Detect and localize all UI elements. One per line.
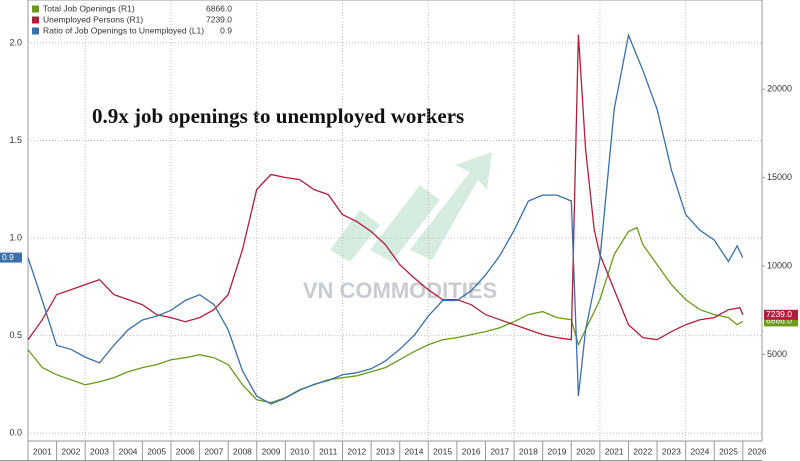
x-tick-label: 2017 bbox=[490, 446, 509, 456]
x-tick-label: 2008 bbox=[233, 446, 252, 456]
x-tick-label: 2026 bbox=[748, 446, 767, 456]
end-label-box bbox=[764, 316, 798, 327]
x-tick-label: 2020 bbox=[576, 446, 595, 456]
y2-tick-label: 10000 bbox=[767, 260, 792, 270]
legend-swatch bbox=[32, 5, 39, 13]
x-tick-label: 2023 bbox=[662, 446, 681, 456]
end-label-text: 0.9 bbox=[2, 252, 14, 262]
series-line bbox=[27, 32, 744, 405]
x-tick-label: 2024 bbox=[690, 446, 709, 456]
x-tick-label: 2012 bbox=[347, 446, 366, 456]
legend-swatch bbox=[32, 27, 39, 35]
end-label-box bbox=[0, 252, 22, 263]
watermark: VN COMMODITIES bbox=[303, 278, 497, 303]
plot-frame bbox=[27, 0, 763, 442]
legend-label: Ratio of Job Openings to Unemployed (L1) bbox=[43, 25, 204, 35]
x-tick-label: 2009 bbox=[262, 446, 281, 456]
y2-tick-label: 20000 bbox=[767, 84, 792, 94]
legend-swatch bbox=[32, 16, 39, 24]
legend-value: 0.9 bbox=[220, 25, 232, 35]
x-tick-label: 2005 bbox=[147, 446, 166, 456]
y2-tick-label: 15000 bbox=[767, 172, 792, 182]
y-tick-label: 2.0 bbox=[9, 37, 22, 47]
x-tick-label: 2001 bbox=[33, 446, 52, 456]
x-tick-label: 2015 bbox=[433, 446, 452, 456]
legend-value: 7239.0 bbox=[206, 14, 232, 24]
end-label-text: 7239.0 bbox=[766, 309, 792, 319]
x-tick-label: 2003 bbox=[90, 446, 109, 456]
legend-label: Unemployed Persons (R1) bbox=[43, 14, 143, 24]
y2-tick-label: 5000 bbox=[767, 349, 787, 359]
x-tick-label: 2007 bbox=[204, 446, 223, 456]
x-tick-label: 2016 bbox=[462, 446, 481, 456]
x-tick-label: 2013 bbox=[376, 446, 395, 456]
end-label: 6866.0 bbox=[764, 316, 798, 327]
x-tick-label: 2006 bbox=[176, 446, 195, 456]
x-tick-label: 2011 bbox=[319, 446, 338, 456]
series-line bbox=[27, 34, 744, 341]
x-tick-label: 2025 bbox=[719, 446, 738, 456]
annotation: 0.9x job openings to unemployed workers bbox=[92, 104, 464, 128]
x-tick-label: 2010 bbox=[290, 446, 309, 456]
x-tick-label: 2021 bbox=[605, 446, 624, 456]
y-tick-label: 0.0 bbox=[9, 428, 22, 438]
legend-label: Total Job Openings (R1) bbox=[43, 3, 135, 13]
x-tick-label: 2002 bbox=[61, 446, 80, 456]
x-tick-label: 2019 bbox=[548, 446, 567, 456]
y-tick-label: 1.5 bbox=[9, 135, 22, 145]
legend-value: 6866.0 bbox=[206, 3, 232, 13]
x-tick-label: 2018 bbox=[519, 446, 538, 456]
x-tick-label: 2004 bbox=[119, 446, 138, 456]
x-tick-label: 2022 bbox=[633, 446, 652, 456]
end-label: 0.9 bbox=[0, 252, 22, 263]
end-label-text: 6866.0 bbox=[766, 316, 792, 326]
series-line bbox=[27, 226, 744, 404]
x-tick-label: 2014 bbox=[405, 446, 424, 456]
y-tick-label: 0.5 bbox=[9, 330, 22, 340]
end-label: 7239.0 bbox=[764, 309, 798, 320]
legend: Total Job Openings (R1) 6866.0 Unemployed … bbox=[32, 3, 232, 35]
y-tick-label: 1.0 bbox=[9, 232, 22, 242]
end-label-box bbox=[764, 309, 798, 320]
